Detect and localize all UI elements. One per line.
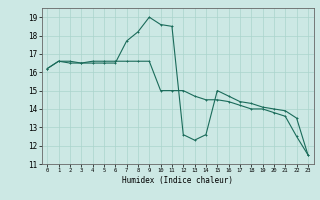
X-axis label: Humidex (Indice chaleur): Humidex (Indice chaleur) — [122, 176, 233, 185]
